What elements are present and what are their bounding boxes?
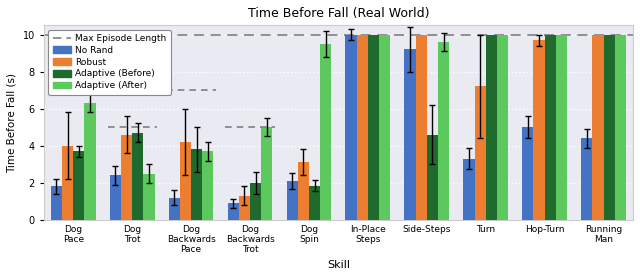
Y-axis label: Time Before Fall (s): Time Before Fall (s) (7, 73, 17, 173)
Bar (320, 44, 332, 220)
Bar (534, 40, 545, 220)
Bar (368, 35, 379, 220)
Bar (438, 42, 449, 220)
Bar (486, 35, 497, 220)
Bar (62, 146, 73, 220)
Bar (143, 173, 155, 220)
Bar (73, 151, 84, 220)
Bar (356, 35, 368, 220)
Bar (191, 149, 202, 220)
Bar (298, 162, 309, 220)
Bar (110, 175, 121, 220)
Bar (169, 198, 180, 220)
Bar (404, 49, 415, 220)
Bar (239, 196, 250, 220)
Bar (556, 35, 567, 220)
Bar (545, 35, 556, 220)
Bar (615, 35, 626, 220)
Bar (581, 138, 593, 220)
Bar (51, 186, 62, 220)
Legend: Max Episode Length, No Rand, Robust, Adaptive (Before), Adaptive (After): Max Episode Length, No Rand, Robust, Ada… (48, 30, 171, 95)
Bar (309, 186, 320, 220)
Bar (287, 181, 298, 220)
Bar (228, 203, 239, 220)
Bar (180, 142, 191, 220)
Bar (427, 135, 438, 220)
Bar (474, 86, 486, 220)
Title: Time Before Fall (Real World): Time Before Fall (Real World) (248, 7, 429, 20)
Bar (604, 35, 615, 220)
Bar (415, 35, 427, 220)
X-axis label: Skill: Skill (327, 260, 350, 270)
Bar (202, 151, 214, 220)
Bar (250, 183, 261, 220)
Bar (463, 159, 474, 220)
Bar (132, 133, 143, 220)
Bar (497, 35, 508, 220)
Bar (522, 127, 534, 220)
Bar (84, 103, 95, 220)
Bar (379, 35, 390, 220)
Bar (261, 127, 273, 220)
Bar (346, 35, 356, 220)
Bar (121, 135, 132, 220)
Bar (593, 35, 604, 220)
